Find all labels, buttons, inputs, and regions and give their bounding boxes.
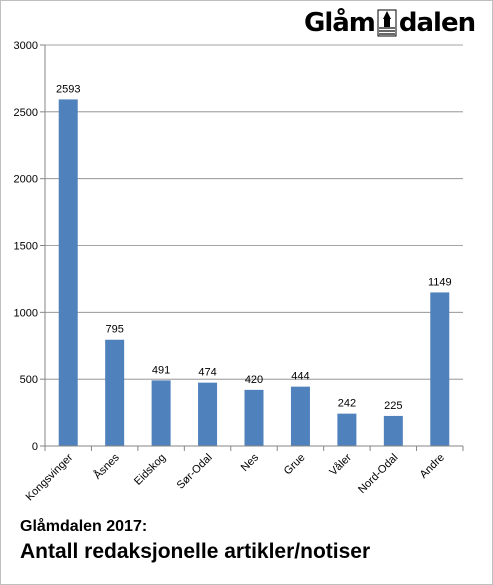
- data-label: 1149: [428, 276, 452, 288]
- logo-text-part2: dalen: [398, 8, 476, 38]
- x-tick-label: Andre: [418, 452, 447, 481]
- x-tick-label: Nord-Odal: [356, 452, 400, 496]
- y-tick-label: 1000: [14, 307, 38, 319]
- logo-text-part1: Glåm: [304, 8, 376, 38]
- bar-chart: 0 500 1000 1500 2000 2500 3000 2593 795 491 474 42…: [14, 40, 464, 503]
- y-tick-label: 3000: [14, 40, 38, 52]
- x-tick-label: Eidskog: [132, 452, 168, 488]
- bar-grue: [290, 386, 310, 446]
- bar-nord-odal: [383, 415, 403, 446]
- data-label: 474: [198, 367, 216, 379]
- y-tick-label: 0: [32, 441, 38, 453]
- y-tick-label: 2000: [14, 174, 38, 186]
- bar-kongsvinger: [58, 99, 78, 446]
- x-tick-label: Sør-Odal: [175, 452, 215, 492]
- data-label: 444: [291, 371, 309, 383]
- y-tick-label: 2500: [14, 107, 38, 119]
- data-label: 420: [245, 374, 263, 386]
- data-label: 242: [338, 398, 356, 410]
- data-label: 225: [384, 400, 402, 412]
- bar-eidskog: [151, 380, 171, 446]
- bars: [58, 99, 450, 446]
- x-axis: Kongsvinger Åsnes Eidskog Sør-Odal Nes Grue Vå…: [24, 445, 464, 503]
- data-labels: 2593 795 491 474 420 444 242 225 1149: [56, 83, 452, 412]
- x-tick-label: Grue: [282, 452, 308, 478]
- bar-s-r-odal: [198, 382, 218, 446]
- bar-nes: [244, 389, 264, 446]
- data-label: 491: [152, 364, 170, 376]
- x-tick-label: Åsnes: [91, 451, 122, 482]
- data-label: 2593: [56, 83, 80, 95]
- bar--snes: [105, 339, 125, 446]
- x-tick-label: Kongsvinger: [24, 451, 76, 503]
- church-tower-emblem-icon: [377, 9, 397, 37]
- bar-andre: [430, 292, 450, 446]
- y-tick-label: 1500: [14, 241, 38, 253]
- data-label: 795: [105, 324, 123, 336]
- y-axis: 0 500 1000 1500 2000 2500 3000: [14, 40, 46, 453]
- x-tick-label: Nes: [239, 451, 262, 474]
- chart-title: Antall redaksjonelle artikler/notiser: [20, 540, 371, 563]
- bar-v-ler: [337, 413, 357, 446]
- x-tick-label: Våler: [327, 451, 354, 478]
- glamdalen-logo: Glåm dalen: [304, 5, 476, 41]
- caption-line1: Glåmdalen 2017:: [20, 518, 148, 535]
- y-tick-label: 500: [20, 374, 38, 386]
